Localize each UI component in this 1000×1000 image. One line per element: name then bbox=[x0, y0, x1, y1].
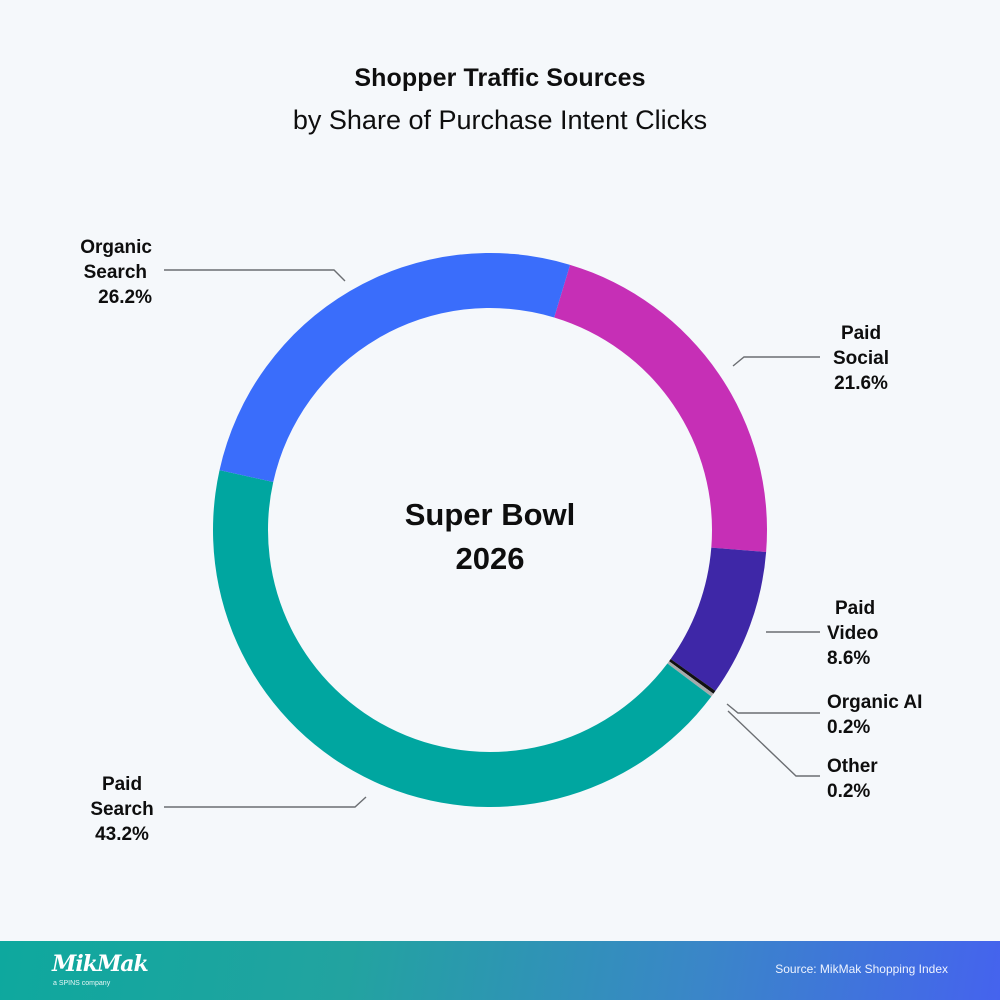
logo-tagline: a SPINS company bbox=[53, 980, 111, 987]
slice-paid-video bbox=[670, 547, 767, 691]
label-value: 26.2% bbox=[98, 287, 152, 308]
center-label-line2: 2026 bbox=[455, 541, 525, 576]
donut-center-label: Super Bowl 2026 bbox=[340, 493, 640, 581]
label-name: Search bbox=[90, 799, 154, 820]
label-organic-search: Organic Search 26.2% bbox=[40, 235, 152, 310]
label-name: Paid bbox=[840, 323, 882, 344]
chart-subtitle: by Share of Purchase Intent Clicks bbox=[292, 105, 708, 135]
slice-other bbox=[667, 661, 714, 697]
footer-bar bbox=[0, 941, 1000, 1000]
leader-line-other bbox=[727, 710, 820, 777]
donut-chart bbox=[164, 253, 820, 808]
slice-organic-ai bbox=[669, 658, 716, 694]
leader-line-organic-ai bbox=[726, 703, 820, 714]
slice-paid-social bbox=[554, 264, 767, 553]
label-value: 43.2% bbox=[95, 824, 149, 845]
slice-organic-search bbox=[219, 253, 571, 483]
label-name: Video bbox=[827, 623, 879, 644]
label-value: 0.2% bbox=[827, 717, 871, 738]
chart-title: Shopper Traffic Sources bbox=[354, 64, 646, 92]
mikmak-logo: MikMak bbox=[52, 951, 149, 977]
leader-line-paid-social bbox=[732, 356, 820, 367]
leader-line-organic-search bbox=[164, 269, 346, 282]
label-organic-ai: Organic AI 0.2% bbox=[827, 690, 967, 740]
label-name: Paid bbox=[101, 774, 143, 795]
label-name: Paid bbox=[835, 598, 876, 619]
label-paid-social: Paid Social 21.6% bbox=[826, 321, 896, 396]
label-value: 8.6% bbox=[827, 648, 871, 669]
source-note: Source: MikMak Shopping Index bbox=[775, 962, 948, 976]
label-name: Search bbox=[83, 262, 147, 283]
label-name: Organic bbox=[80, 237, 152, 258]
leader-line-paid-search bbox=[164, 796, 367, 808]
label-other: Other 0.2% bbox=[827, 754, 927, 804]
donut-slices bbox=[213, 253, 767, 808]
label-name: Organic AI bbox=[827, 692, 923, 713]
slice-paid-search bbox=[213, 470, 712, 808]
leader-lines bbox=[164, 269, 820, 808]
label-name: Other bbox=[827, 756, 878, 777]
label-paid-search: Paid Search 43.2% bbox=[82, 772, 162, 847]
label-name: Social bbox=[833, 348, 889, 369]
center-label-line1: Super Bowl bbox=[404, 497, 576, 532]
label-value: 0.2% bbox=[827, 781, 871, 802]
label-value: 21.6% bbox=[834, 373, 888, 394]
label-paid-video: Paid Video 8.6% bbox=[827, 596, 917, 671]
